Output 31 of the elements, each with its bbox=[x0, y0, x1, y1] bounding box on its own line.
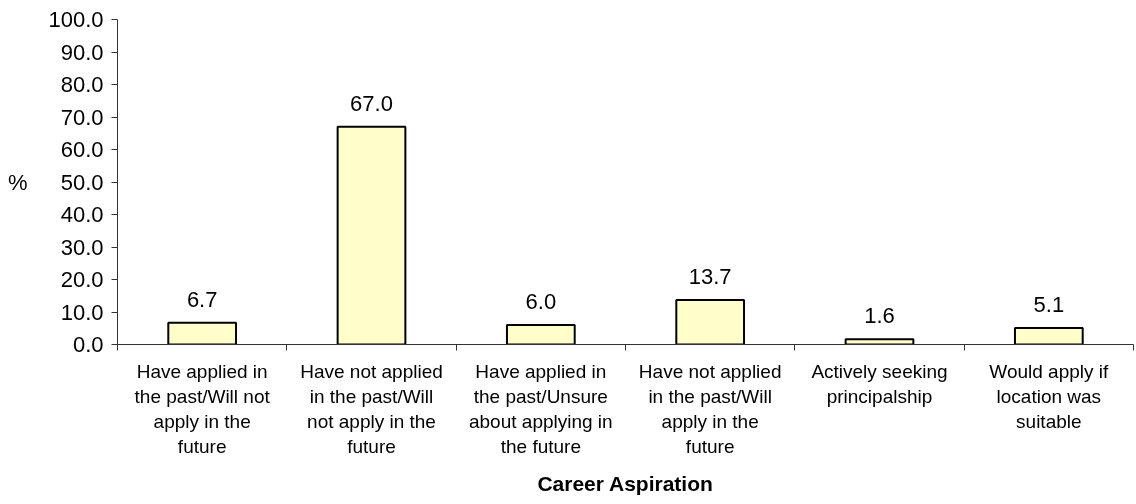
y-tick-label: 60.0 bbox=[60, 137, 104, 162]
y-tick-label: 90.0 bbox=[60, 39, 104, 65]
data-label: 6.7 bbox=[186, 286, 218, 312]
x-tick-label: Have applied in the past/Unsure about applying in the future bbox=[469, 360, 613, 458]
data-label: 6.0 bbox=[525, 289, 557, 314]
bar bbox=[675, 298, 746, 345]
bar bbox=[1013, 326, 1084, 345]
x-tick-label: Have not applied in the past/Will not apply in the future bbox=[300, 360, 443, 458]
y-tick-label: 100.0 bbox=[48, 7, 104, 32]
y-axis-title: % bbox=[7, 169, 28, 195]
bar bbox=[167, 321, 238, 345]
y-tick-label: 0.0 bbox=[72, 332, 104, 357]
data-label: 1.6 bbox=[864, 303, 895, 329]
x-axis-title: Career Aspiration bbox=[537, 472, 713, 496]
x-tick-label: Actively seeking principalship bbox=[811, 360, 948, 407]
bar bbox=[336, 125, 407, 345]
y-tick-label: 30.0 bbox=[60, 234, 104, 260]
y-tick-label: 10.0 bbox=[60, 299, 104, 325]
x-tick-label: Have not applied in the past/Will apply in the future bbox=[638, 360, 782, 458]
bar bbox=[844, 338, 915, 345]
x-tick-label: Would apply if location was suitable bbox=[989, 360, 1110, 432]
y-tick-label: 80.0 bbox=[60, 72, 104, 97]
data-label: 5.1 bbox=[1033, 291, 1065, 317]
x-tick-label: Have applied in the past/Will not apply in the future bbox=[134, 360, 271, 458]
data-label: 67.0 bbox=[350, 90, 393, 116]
y-tick-label: 20.0 bbox=[60, 267, 104, 292]
y-tick-label: 70.0 bbox=[60, 104, 104, 130]
bar bbox=[505, 324, 576, 345]
y-tick-label: 40.0 bbox=[60, 202, 104, 227]
y-tick-label: 50.0 bbox=[60, 169, 104, 195]
data-label: 13.7 bbox=[688, 263, 732, 289]
